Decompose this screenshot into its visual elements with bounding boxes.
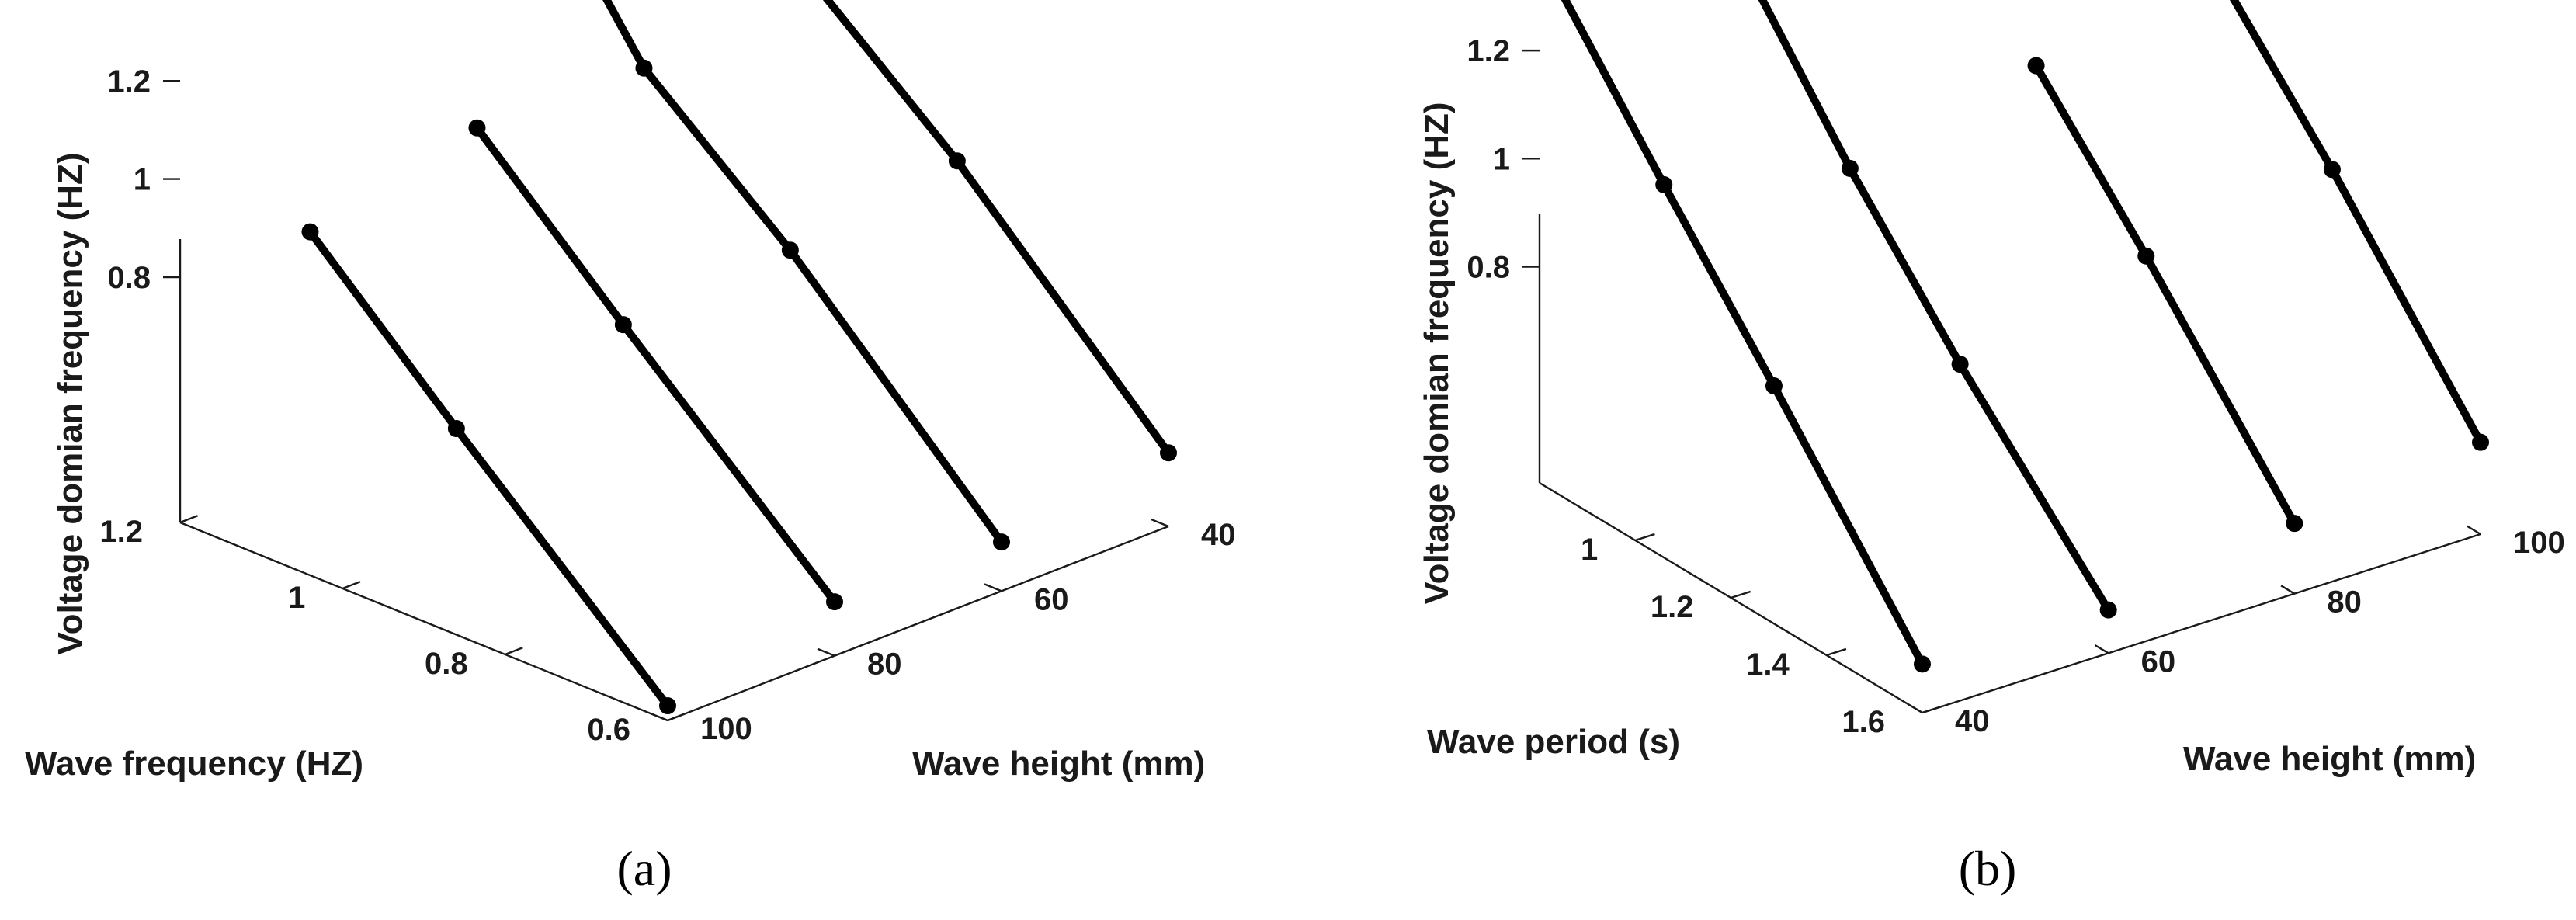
y-tick-label-b-2: 80: [2327, 585, 2362, 620]
x-tick-b-3: [1922, 705, 1942, 714]
data-point-a-0-0: [301, 223, 319, 241]
x-tick-b-0: [1634, 533, 1655, 542]
z-tick-label-b-2: 1.2: [1467, 34, 1510, 68]
series-b: [1561, 0, 2489, 673]
data-point-b-1-2: [1951, 356, 1969, 373]
data-point-b-2-2: [2286, 515, 2303, 533]
series-line-b-3: [2229, 0, 2484, 446]
y-axis-line-b: [1922, 533, 2481, 714]
z-ticks-a: 0.8 1 1.2: [107, 64, 180, 295]
y-tick-b-3: [2467, 525, 2481, 536]
series-line-a-3: [822, 0, 1172, 457]
z-tick-label-a-1: 1: [134, 163, 151, 197]
y-tick-label-a-1: 80: [867, 647, 902, 682]
x-tick-b-2: [1826, 647, 1847, 657]
y-tick-a-0: [650, 712, 668, 722]
data-point-a-1-0: [468, 119, 486, 137]
series-line-a-0: [306, 227, 672, 710]
y-tick-b-2: [2280, 585, 2295, 595]
series-line-a-2: [602, 0, 1005, 547]
x-tick-label-b-0: 1: [1581, 533, 1598, 567]
data-point-a-0-2: [659, 697, 676, 715]
y-tick-b-1: [2094, 644, 2109, 654]
data-point-b-1-3: [2099, 601, 2117, 619]
data-point-a-1-1: [614, 316, 632, 334]
y-tick-label-b-1: 60: [2141, 644, 2176, 679]
x-tick-label-a-1: 1: [288, 581, 305, 615]
data-point-a-0-1: [447, 420, 465, 438]
x-axis-line-a: [179, 521, 668, 722]
data-point-a-2-3: [993, 533, 1010, 551]
series-line-b-1: [1758, 0, 2113, 614]
x-tick-label-a-3: 0.6: [587, 713, 630, 747]
data-point-b-0-1: [1655, 175, 1673, 193]
panel-label-b: (b): [1959, 841, 2017, 896]
z-tick-label-b-0: 0.8: [1467, 251, 1510, 285]
z-axis-label-a: Voltage domian frequency (HZ): [51, 152, 89, 654]
data-point-b-2-0: [2027, 57, 2045, 75]
x-tick-label-b-3: 1.6: [1842, 705, 1885, 739]
y-tick-label-a-2: 60: [1034, 582, 1069, 616]
series-line-b-0: [1561, 0, 1926, 668]
data-point-a-3-2: [948, 152, 966, 170]
y-tick-a-1: [817, 647, 835, 657]
data-point-b-1-1: [1841, 159, 1859, 177]
y-tick-label-a-3: 40: [1201, 518, 1236, 552]
series-a: [301, 0, 1177, 715]
x-tick-b-1: [1731, 590, 1751, 599]
y-tick-b-0: [1908, 703, 1923, 714]
data-point-b-3-2: [2472, 433, 2489, 451]
data-point-b-2-1: [2137, 247, 2155, 265]
x-tick-a-0: [179, 515, 199, 524]
data-point-b-0-3: [1914, 655, 1931, 673]
panel-label-a: (a): [616, 841, 672, 896]
y-axis-line-a: [667, 525, 1169, 722]
x-tick-a-3: [667, 713, 686, 722]
panel-b: 0.8 1 1.2 1 1.2 1.4 1.6 40 60 80 100 Voltage dom…: [1418, 0, 2565, 896]
data-point-a-2-2: [781, 241, 799, 259]
panel-a: 0.8 1 1.2 1.2 1 0.8 0.6 100 80 60 40 Voltage dom…: [25, 0, 1236, 896]
series-line-b-2: [2032, 61, 2299, 528]
y-ticks-b: 40 60 80 100: [1908, 525, 2565, 738]
y-tick-label-b-0: 40: [1955, 704, 1990, 738]
z-tick-label-b-1: 1: [1493, 142, 1510, 176]
z-tick-label-a-2: 1.2: [107, 64, 151, 99]
z-ticks-b: 0.8 1 1.2: [1467, 34, 1540, 285]
y-tick-label-b-3: 100: [2513, 526, 2565, 560]
data-point-a-3-3: [1160, 444, 1177, 462]
x-axis-label-a: Wave frequency (HZ): [25, 745, 363, 783]
x-tick-label-a-2: 0.8: [425, 647, 468, 681]
y-axis-label-b: Wave height (mm): [2183, 740, 2476, 778]
x-tick-label-b-2: 1.4: [1746, 647, 1790, 682]
y-tick-label-a-0: 100: [700, 712, 752, 746]
data-point-b-3-1: [2323, 161, 2341, 179]
x-tick-label-b-1: 1.2: [1651, 590, 1694, 624]
y-ticks-a: 100 80 60 40: [650, 518, 1236, 746]
data-point-a-2-1: [635, 59, 653, 77]
x-tick-a-1: [342, 581, 361, 590]
z-tick-label-a-0: 0.8: [107, 261, 151, 295]
x-tick-a-2: [505, 647, 523, 656]
x-ticks-b: 1 1.2 1.4 1.6: [1581, 533, 1942, 739]
x-tick-label-a-0: 1.2: [99, 515, 143, 549]
y-tick-a-2: [984, 583, 1002, 592]
z-axis-label-b: Voltage domian frequency (HZ): [1418, 102, 1456, 604]
y-axis-label-a: Wave height (mm): [912, 745, 1205, 783]
y-tick-a-3: [1151, 518, 1169, 528]
data-point-b-0-2: [1765, 377, 1783, 395]
data-point-a-1-2: [826, 593, 843, 611]
x-ticks-a: 1.2 1 0.8 0.6: [99, 515, 686, 747]
x-axis-label-b: Wave period (s): [1427, 723, 1680, 761]
